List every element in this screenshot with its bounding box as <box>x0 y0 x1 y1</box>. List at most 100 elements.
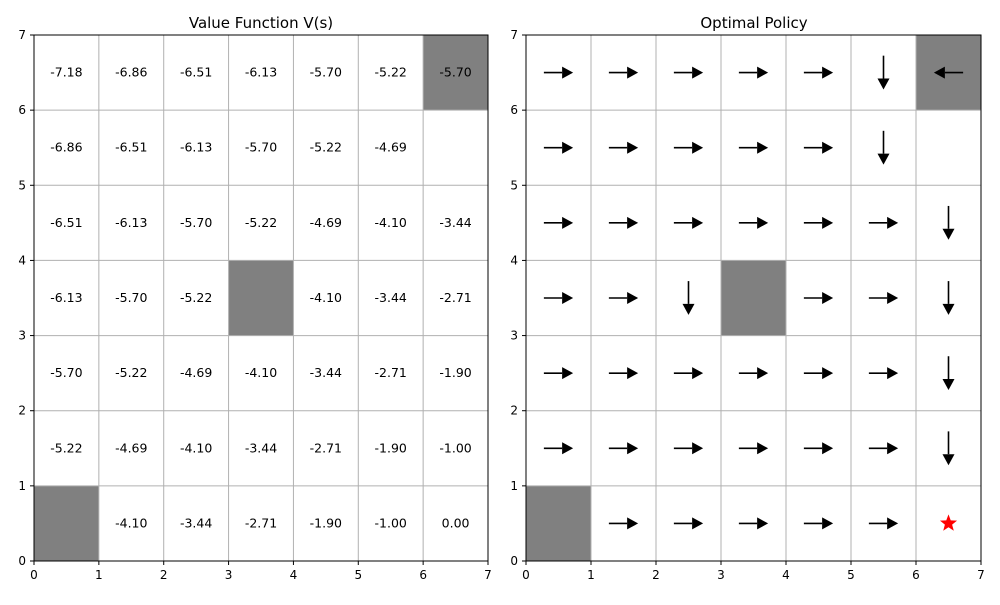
policy-panel: Optimal Policy 0 1 2 3 4 5 6 7 0 1 2 3 4 5 6 7 <box>510 14 984 582</box>
y-tick-label: 5 <box>18 178 26 192</box>
cell-value: -5.22 <box>245 215 277 230</box>
y-tick-label: 7 <box>18 28 26 42</box>
cell-value: -4.10 <box>310 290 342 305</box>
arrow-head <box>692 442 704 455</box>
x-tick-label: 5 <box>847 568 855 582</box>
policy-arrow-right <box>673 141 704 154</box>
arrow-head <box>692 216 704 229</box>
cell-value: -4.69 <box>310 215 342 230</box>
obstacle-cell <box>721 260 786 336</box>
policy-arrow-right <box>803 292 834 304</box>
arrow-head <box>942 228 955 240</box>
cell-value: -6.86 <box>50 140 82 155</box>
cell-value: -6.51 <box>50 215 82 230</box>
policy-arrow-right <box>738 442 769 455</box>
policy-arrow-right <box>803 517 834 530</box>
arrow-head <box>942 379 955 391</box>
axes-frame <box>33 34 489 562</box>
cell-value: -6.51 <box>180 65 212 80</box>
arrow-head <box>627 216 639 229</box>
arrow-head <box>887 442 899 455</box>
arrow-head <box>757 216 769 229</box>
obstacle-cell <box>423 35 488 111</box>
obstacle-cell <box>526 485 591 561</box>
policy-arrow-right <box>543 216 574 229</box>
policy-title: Optimal Policy <box>700 14 807 32</box>
policy-arrow-right <box>738 367 769 380</box>
x-tick-label: 0 <box>30 568 38 582</box>
policy-arrow-right <box>803 216 834 229</box>
cell-value: -5.70 <box>310 65 342 80</box>
arrow-head <box>757 442 769 455</box>
policy-arrow-right <box>738 141 769 154</box>
arrow-head <box>887 216 899 229</box>
policy-arrow-right <box>673 216 704 229</box>
y-tick-label: 2 <box>510 404 518 418</box>
cell-value: -5.70 <box>245 140 277 155</box>
y-tick-label: 6 <box>18 103 26 117</box>
policy-arrow-right <box>803 66 834 79</box>
arrow-head <box>822 216 834 229</box>
cell-value: -5.22 <box>375 65 407 80</box>
arrow-head <box>757 141 769 154</box>
cell-value: -5.22 <box>50 440 82 455</box>
cell-value: -5.70 <box>180 215 212 230</box>
policy-arrow-down <box>877 55 890 90</box>
x-tick-label: 3 <box>717 568 725 582</box>
arrow-head <box>627 66 639 79</box>
arrow-head <box>877 153 890 165</box>
policy-arrow-right <box>608 292 639 304</box>
x-tick-label: 2 <box>160 568 168 582</box>
y-tick-label: 1 <box>18 479 26 493</box>
value-function-panel: Value Function V(s) 0 1 2 3 4 5 6 7 0 1 2 3 4 5 6 7 -7.1… <box>18 14 491 582</box>
policy-arrow-right <box>738 517 769 530</box>
x-tick-label: 2 <box>652 568 660 582</box>
cell-value: -4.10 <box>115 515 147 530</box>
cell-value: -2.71 <box>245 515 277 530</box>
policy-arrow-right <box>803 442 834 455</box>
cell-value: -1.90 <box>375 440 407 455</box>
x-tick-label: 6 <box>912 568 920 582</box>
arrow-head <box>942 454 955 466</box>
cell-value: -1.90 <box>310 515 342 530</box>
policy-arrow-down <box>942 356 955 391</box>
cell-value: -5.70 <box>439 65 471 80</box>
policy-arrow-right <box>673 367 704 380</box>
policy-arrow-right <box>803 367 834 380</box>
arrow-head <box>692 517 704 530</box>
arrow-head <box>822 442 834 455</box>
arrow-head <box>757 517 769 530</box>
policy-arrow-right <box>543 367 574 380</box>
axes-frame <box>525 34 982 562</box>
obstacle-cell <box>228 260 294 336</box>
cell-value: -6.51 <box>115 140 147 155</box>
cell-value: -1.90 <box>439 365 471 380</box>
x-tick-label: 0 <box>522 568 530 582</box>
arrow-head <box>692 141 704 154</box>
policy-arrow-right <box>543 292 574 304</box>
policy-arrow-right <box>608 367 639 380</box>
cell-value: -4.10 <box>245 365 277 380</box>
cell-value: -5.22 <box>310 140 342 155</box>
cell-value: -5.22 <box>180 290 212 305</box>
policy-arrow-right <box>868 216 899 229</box>
y-tick-label: 4 <box>510 253 518 267</box>
arrow-head <box>887 292 899 304</box>
arrow-head <box>942 303 955 315</box>
arrow-head <box>887 367 899 380</box>
policy-arrow-right <box>803 141 834 154</box>
y-tick-label: 0 <box>18 554 26 568</box>
cell-value: -6.13 <box>115 215 147 230</box>
arrow-head <box>692 66 704 79</box>
cell-value: -4.10 <box>375 215 407 230</box>
policy-arrow-right <box>673 442 704 455</box>
arrow-head <box>562 141 574 154</box>
x-tick-label: 7 <box>484 568 492 582</box>
policy-arrow-right <box>543 442 574 455</box>
arrow-head <box>757 367 769 380</box>
policy-arrow-right <box>543 66 574 79</box>
cell-value: -3.44 <box>180 515 212 530</box>
x-tick-label: 3 <box>225 568 233 582</box>
cell-value: -1.00 <box>439 440 471 455</box>
